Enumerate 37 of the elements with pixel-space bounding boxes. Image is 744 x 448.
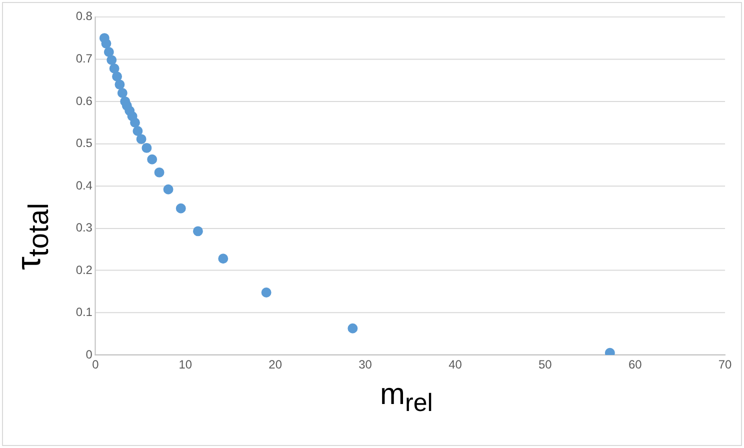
point [218,254,228,264]
point [114,80,125,90]
y-tick-label: 0.5 [76,136,93,150]
point [192,226,203,236]
point [104,47,114,57]
y-tick-label: 0.8 [76,9,93,24]
point [120,96,130,106]
y-tick-label: 0.7 [76,52,93,66]
x-tick-label: 20 [268,357,282,372]
point [176,203,186,214]
x-tick-label: 50 [538,357,552,372]
point [117,88,128,98]
point [154,167,164,178]
point [604,348,615,356]
x-tick-label: 70 [718,357,732,372]
point [163,184,174,194]
x-tick-label: 30 [358,357,372,372]
point [142,142,152,153]
x-axis-title: m$_{rel}$ [380,378,433,418]
y-tick-label: 0.3 [76,220,93,235]
point [132,126,143,136]
point [106,55,117,66]
y-tick-label: 0.4 [76,178,93,192]
point [147,154,158,164]
point [136,134,146,144]
y-tick-label: 0.1 [76,305,93,320]
point [112,72,122,82]
y-tick-label: 0.2 [76,262,93,277]
y-tick-label: 0.6 [76,94,93,108]
point [348,323,358,334]
y-tick-label: 0 [86,347,93,362]
x-tick-label: 40 [448,357,462,372]
point [99,33,110,44]
x-tick-label: 10 [178,357,192,372]
point [109,64,120,74]
point [261,287,272,298]
x-tick-label: 60 [628,357,642,372]
